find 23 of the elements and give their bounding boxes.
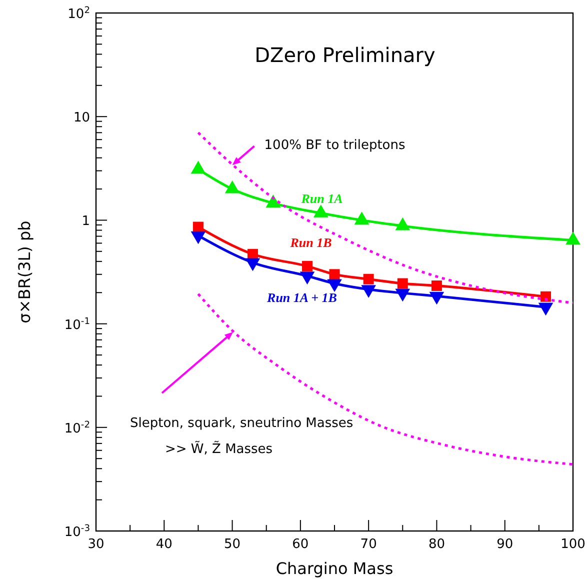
series-label: Run 1B (289, 235, 332, 250)
text: DZero Preliminary (254, 43, 436, 67)
x-tick-label: 70 (360, 537, 377, 552)
x-tick-label: 60 (292, 537, 309, 552)
annotation: 100% BF to trileptons (264, 138, 406, 154)
y-tick-label: 10$^{-3}$ (64, 524, 90, 540)
y-tick-label: 10$^{-1}$ (64, 316, 90, 333)
annotation: Slepton, squark, sneutrino Masses >> W̃, Z̃ Masses (130, 416, 354, 457)
x-axis-title: Chargino Mass (276, 559, 394, 578)
y-tick-label: 10$^{2}$ (68, 6, 90, 22)
x-tick-label: 100 (560, 537, 586, 552)
x-tick-label: 90 (496, 537, 514, 552)
y-tick-label: 10$^{-2}$ (64, 420, 90, 436)
x-tick-label: 40 (156, 537, 172, 552)
x-tick-label: 80 (428, 537, 445, 552)
x-tick-label: 30 (88, 537, 104, 552)
series-label: Run 1A + 1B (266, 290, 338, 305)
y-axis-title: σ×BR(3L) pb (15, 220, 34, 324)
series-label: Run 1A (300, 191, 344, 206)
y-tick-label: 10 (73, 110, 90, 126)
line-series (196, 131, 574, 304)
x-tick-label: 50 (224, 537, 241, 552)
y-tick-label: 1 (82, 214, 90, 230)
